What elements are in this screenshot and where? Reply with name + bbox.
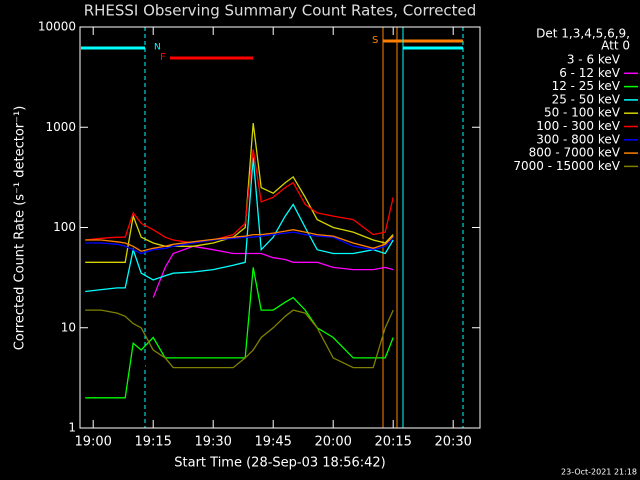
x-tick-label: 19:30: [194, 435, 231, 450]
legend-label: 800 - 7000 keV: [529, 146, 621, 160]
series-line: [85, 267, 394, 399]
legend-header: Det 1,3,4,5,6,9,: [536, 27, 630, 41]
legend-label: 100 - 300 keV: [536, 119, 620, 133]
y-axis-label: Corrected Count Rate (s⁻¹ detector⁻¹): [13, 106, 28, 351]
series-line: [85, 309, 394, 369]
legend-header: Att 0: [601, 39, 630, 53]
attenuator-bars: N F S: [81, 27, 464, 428]
series-line: [85, 231, 394, 255]
x-tick-label: 19:45: [254, 435, 291, 450]
y-tick-label: 100: [53, 220, 76, 234]
annotation: F: [160, 52, 166, 63]
legend-label: 300 - 800 keV: [536, 132, 620, 146]
footer: 23-Oct-2021 21:18: [561, 468, 637, 477]
legend-label: 50 - 100 keV: [544, 106, 621, 120]
x-tick-label: 20:00: [314, 435, 351, 450]
x-tick-label: 20:30: [434, 435, 471, 450]
series-line: [85, 149, 394, 244]
x-axis-label: Start Time (28-Sep-03 18:56:42): [174, 456, 385, 471]
y-tick-label: 1: [68, 421, 76, 435]
y-tick-label: 10000: [38, 20, 76, 34]
legend-label: 12 - 25 keV: [552, 79, 621, 93]
legend-label: 25 - 50 keV: [552, 92, 621, 106]
y-tick-label: 1000: [45, 120, 76, 134]
series-line: [85, 229, 394, 252]
plot-frame: [79, 26, 481, 429]
legend-label: 7000 - 15000 keV: [513, 159, 620, 173]
series-line: [132, 233, 394, 389]
annotation: N: [154, 43, 161, 53]
chart-title: RHESSI Observing Summary Count Rates, Co…: [84, 2, 477, 20]
x-tick-label: 19:15: [134, 435, 171, 450]
legend-label: 3 - 6 keV: [567, 53, 621, 67]
annotation: S: [372, 35, 378, 46]
x-tick-label: 20:15: [374, 435, 411, 450]
y-tick-label: 10: [61, 320, 76, 334]
legend-label: 6 - 12 keV: [559, 66, 621, 80]
series-line: [85, 123, 394, 263]
x-tick-label: 19:00: [74, 435, 111, 450]
